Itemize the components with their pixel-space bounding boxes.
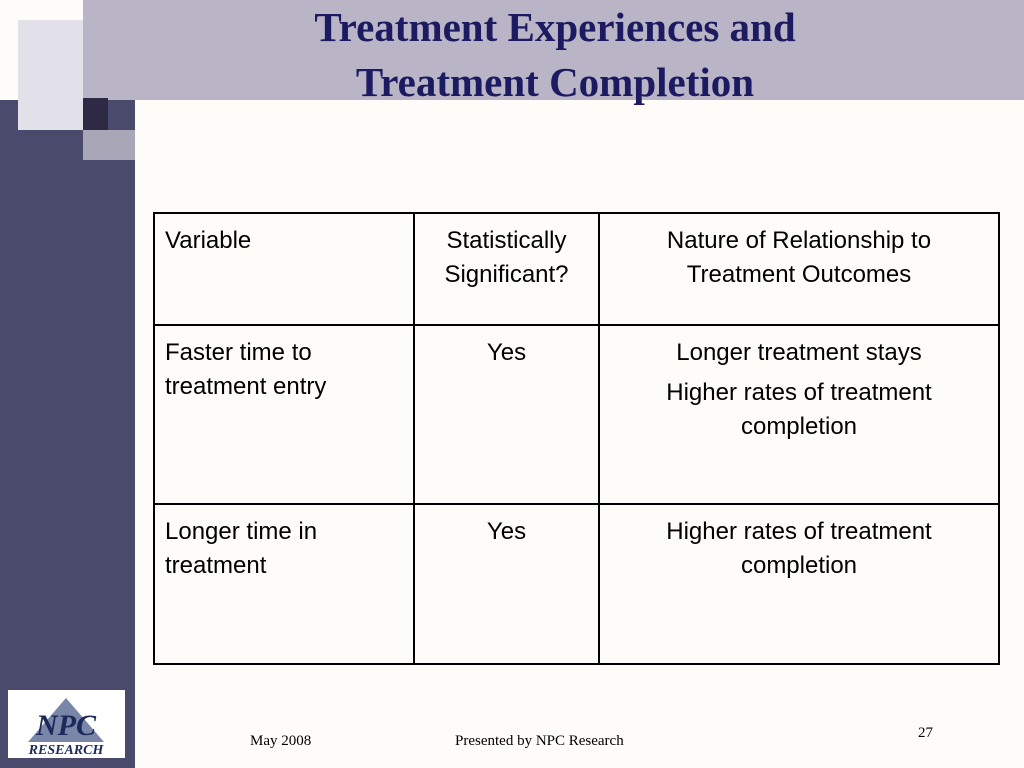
- title-line: Treatment Experiences and: [314, 4, 796, 50]
- table-row: Longer time in treatment Yes Higher rate…: [153, 503, 1000, 665]
- cell: Yes: [413, 324, 600, 505]
- cell: Faster time to treatment entry: [153, 324, 415, 505]
- logo-name: NPC: [35, 709, 97, 742]
- cell-paragraph: Longer treatment stays: [676, 339, 922, 366]
- table-header: Variable Statistically Significant? Natu…: [153, 212, 1000, 326]
- cell: Higher rates of treatment completion: [598, 503, 1000, 665]
- logo-sub: RESEARCH: [28, 743, 105, 758]
- deco-square: [83, 98, 108, 130]
- logo-mountain: [28, 698, 104, 742]
- page-number: 27: [918, 725, 933, 741]
- header-cell: Variable: [153, 212, 415, 326]
- cell: Longer time in treatment: [153, 503, 415, 665]
- footer-presenter: Presented by NPC Research: [455, 733, 624, 749]
- table: Variable Statistically Significant? Natu…: [153, 212, 1000, 665]
- top-band: [83, 0, 1024, 100]
- deco-square: [18, 20, 83, 130]
- logo: NPC RESEARCH: [8, 690, 125, 758]
- cell: Yes: [413, 503, 600, 665]
- cell-paragraph: Higher rates of treatment completion: [666, 379, 932, 440]
- table-row: Faster time to treatment entry Yes Longe…: [153, 324, 1000, 505]
- title-line: Treatment Completion: [355, 59, 755, 105]
- logo-mark: NPC RESEARCH: [28, 698, 105, 758]
- cell: Longer treatment stays Higher rates of t…: [598, 324, 1000, 505]
- header-cell: Statistically Significant?: [413, 212, 600, 326]
- header-cell: Nature of Relationship to Treatment Outc…: [598, 212, 1000, 326]
- footer-date: May 2008: [250, 733, 312, 749]
- deco-square: [83, 130, 135, 160]
- side-band: [0, 100, 135, 768]
- cell-paragraph: Higher rates of treatment completion: [666, 518, 932, 579]
